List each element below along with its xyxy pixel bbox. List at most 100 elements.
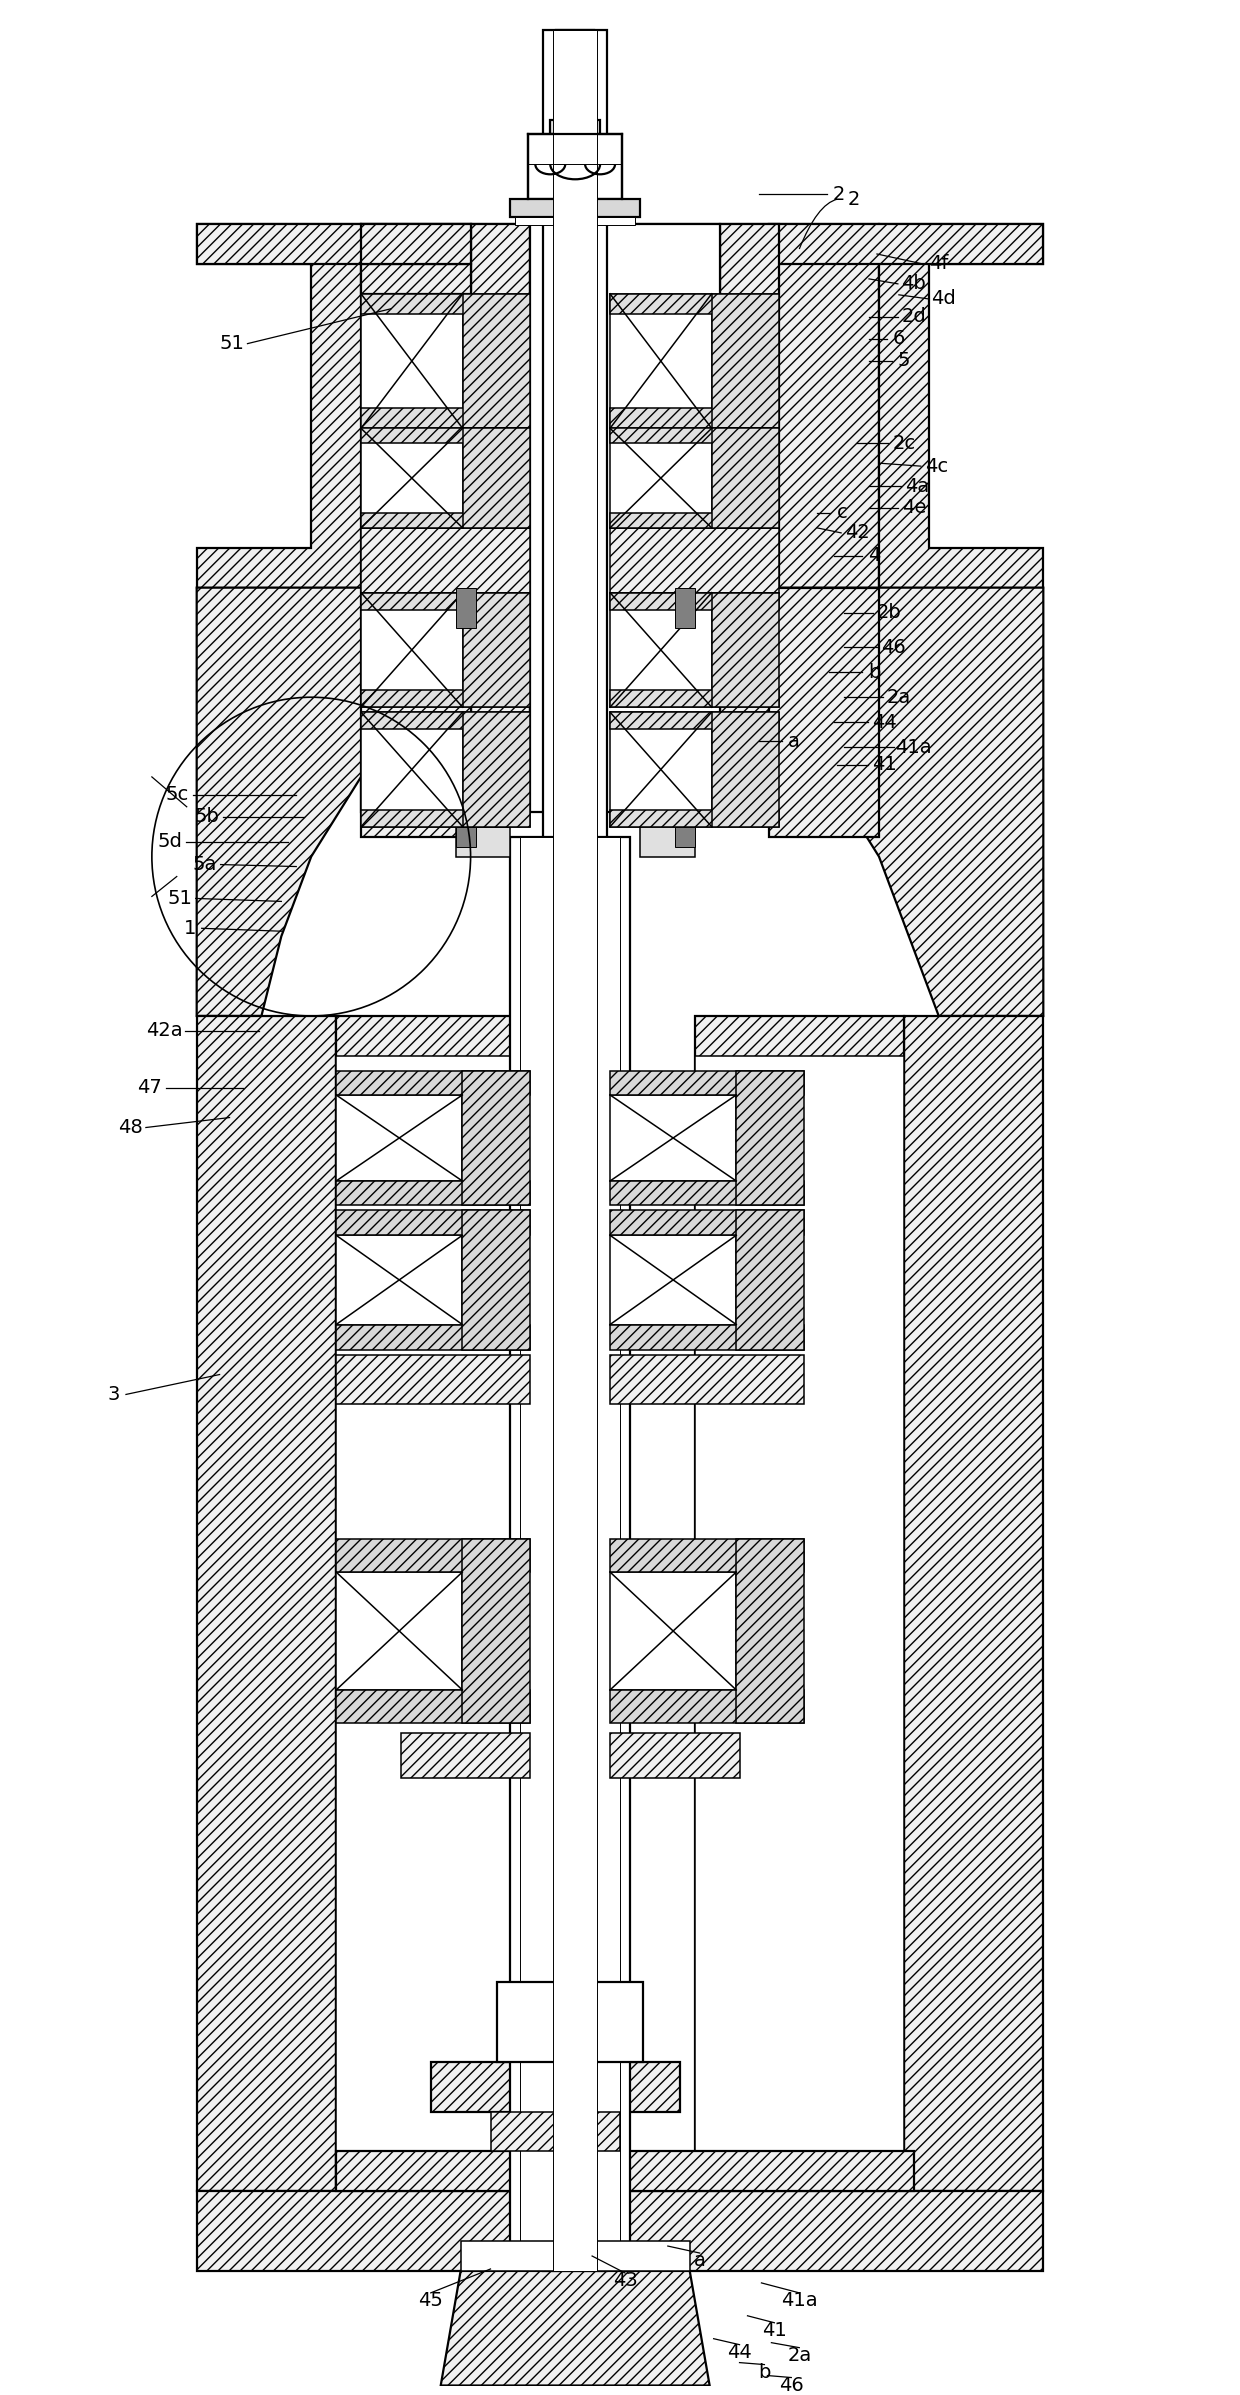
Bar xyxy=(361,810,531,826)
Bar xyxy=(610,407,780,429)
Bar xyxy=(361,225,471,263)
Bar xyxy=(361,711,463,826)
Polygon shape xyxy=(610,1691,805,1722)
Bar xyxy=(361,513,531,527)
Bar xyxy=(610,527,780,592)
Polygon shape xyxy=(610,1181,805,1205)
Text: 2a: 2a xyxy=(787,2347,811,2366)
Text: 6: 6 xyxy=(893,328,905,347)
Bar xyxy=(610,1734,739,1777)
Polygon shape xyxy=(610,1209,805,1236)
Bar xyxy=(610,711,712,826)
Bar xyxy=(460,2242,689,2270)
Bar xyxy=(361,711,531,730)
Text: 3: 3 xyxy=(108,1384,120,1403)
Bar xyxy=(336,1015,546,2191)
Bar xyxy=(455,826,511,857)
Bar xyxy=(610,1571,737,1691)
Bar xyxy=(361,225,471,812)
Text: 4b: 4b xyxy=(901,275,926,292)
Text: 42: 42 xyxy=(844,525,869,541)
Text: 42a: 42a xyxy=(146,1020,184,1039)
Text: 2b: 2b xyxy=(877,604,901,623)
Text: 48: 48 xyxy=(118,1118,143,1138)
Text: 4e: 4e xyxy=(901,498,926,517)
Bar xyxy=(712,429,780,527)
Bar xyxy=(361,690,531,707)
Text: 5c: 5c xyxy=(165,786,188,805)
Polygon shape xyxy=(737,1209,805,1351)
Polygon shape xyxy=(463,1209,531,1351)
Polygon shape xyxy=(463,1540,531,1722)
Text: 46: 46 xyxy=(882,637,906,656)
Bar xyxy=(610,429,780,443)
Bar xyxy=(463,295,531,429)
Bar xyxy=(361,527,531,592)
Bar xyxy=(694,1015,904,2191)
Polygon shape xyxy=(197,225,361,587)
Bar xyxy=(463,592,531,707)
Bar xyxy=(610,711,780,730)
Bar xyxy=(336,1095,463,1181)
Text: 45: 45 xyxy=(418,2292,443,2311)
Bar xyxy=(610,429,712,527)
Bar xyxy=(610,1095,737,1181)
Bar xyxy=(610,295,712,429)
Text: 41a: 41a xyxy=(895,738,932,757)
Polygon shape xyxy=(719,587,1043,1015)
Bar xyxy=(610,690,780,707)
Text: 2a: 2a xyxy=(887,687,911,707)
Bar xyxy=(361,295,531,314)
Bar xyxy=(197,1015,336,2191)
Bar xyxy=(712,592,780,707)
Bar xyxy=(361,587,471,836)
Bar xyxy=(516,218,635,225)
Text: 51: 51 xyxy=(219,335,244,352)
Text: 5: 5 xyxy=(898,352,910,371)
Bar xyxy=(551,120,600,134)
Bar xyxy=(455,826,476,845)
Bar xyxy=(497,1983,642,2062)
Text: 4d: 4d xyxy=(931,290,956,309)
Polygon shape xyxy=(336,1181,531,1205)
Bar xyxy=(471,225,531,812)
Polygon shape xyxy=(737,1071,805,1205)
Text: a: a xyxy=(789,730,800,750)
Polygon shape xyxy=(336,1540,531,1571)
Bar xyxy=(610,1356,805,1403)
Text: 4c: 4c xyxy=(925,457,949,477)
Bar xyxy=(694,1056,904,2151)
Bar xyxy=(610,592,780,611)
Bar xyxy=(610,592,712,707)
Bar xyxy=(197,2191,1043,2270)
Text: 41: 41 xyxy=(763,2321,786,2340)
Bar xyxy=(904,1015,1043,2191)
Polygon shape xyxy=(336,1691,531,1722)
Text: 41: 41 xyxy=(872,754,897,774)
Text: 51: 51 xyxy=(167,889,192,908)
Bar xyxy=(511,836,630,2251)
Bar xyxy=(610,513,780,527)
Bar xyxy=(511,199,640,218)
Bar xyxy=(197,225,1043,263)
Bar xyxy=(675,587,694,627)
Bar xyxy=(361,295,463,429)
Text: 47: 47 xyxy=(138,1078,162,1097)
Bar xyxy=(336,1056,546,2151)
Text: 43: 43 xyxy=(613,2270,637,2290)
Text: c: c xyxy=(837,503,847,522)
Bar xyxy=(463,429,531,527)
Text: b: b xyxy=(868,663,880,683)
Text: 5d: 5d xyxy=(157,831,182,850)
Bar xyxy=(557,29,594,160)
Bar xyxy=(401,1734,531,1777)
Polygon shape xyxy=(336,1324,531,1351)
Text: 41a: 41a xyxy=(781,2292,817,2311)
Bar xyxy=(610,295,780,314)
Bar xyxy=(361,407,531,429)
Text: 5b: 5b xyxy=(195,807,219,826)
Bar xyxy=(336,1571,463,1691)
Bar xyxy=(361,263,471,295)
Bar xyxy=(336,2151,914,2191)
Polygon shape xyxy=(463,1071,531,1205)
